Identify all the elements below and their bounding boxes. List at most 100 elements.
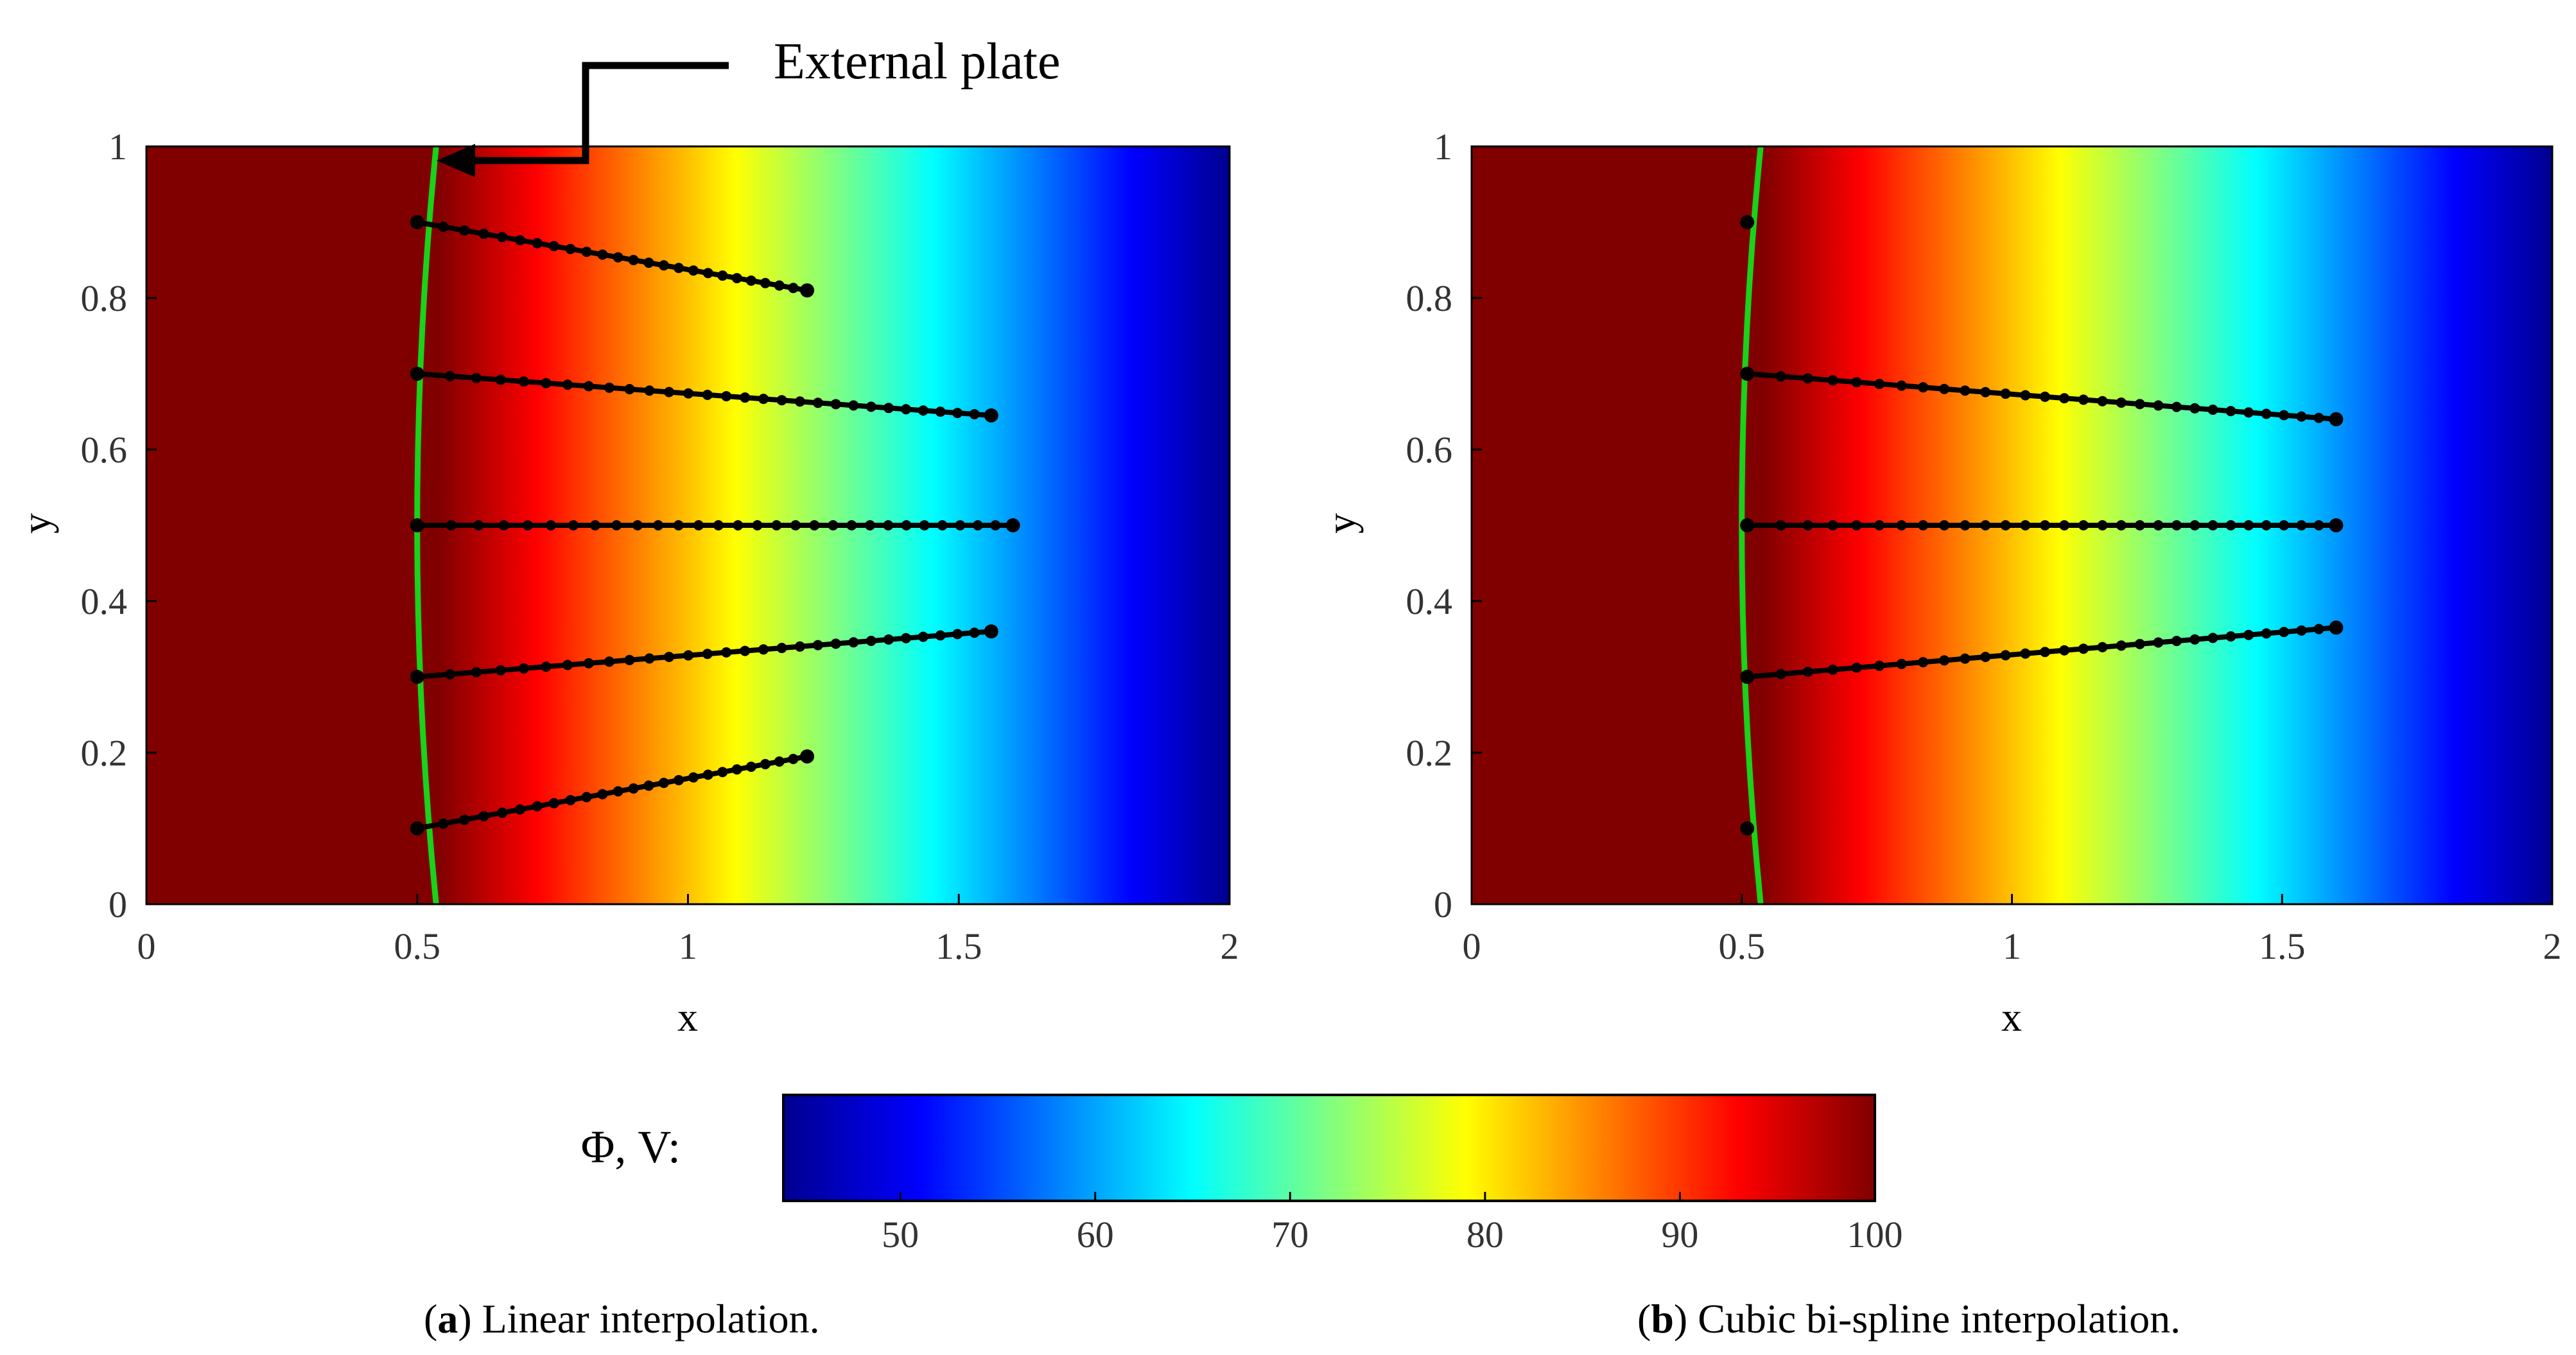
probe-point [702,769,713,780]
probe-point [1827,375,1838,386]
probe-point [693,520,704,530]
probe-point [702,389,713,400]
probe-point [2000,520,2011,530]
probe-point [444,669,455,679]
probe-point [2116,640,2127,651]
probe-point [495,665,506,676]
probe-point [2207,633,2218,643]
probe-point [883,403,894,414]
probe-point [2116,397,2127,408]
probe-point [673,520,684,530]
probe-point [548,241,559,252]
probe-point [532,238,543,249]
probe-point [410,367,424,381]
probe-point [444,371,455,381]
colorbar-tick-label: 50 [882,1214,919,1255]
probe-point [2243,520,2254,530]
probe-point [565,794,576,805]
probe-point [438,222,449,232]
probe-point [800,749,815,764]
plate-region [146,146,437,904]
probe-point [1918,382,1929,393]
probe-point [2078,643,2089,654]
probe-point [1918,520,1929,530]
probe-point [1960,653,1971,664]
probe-point [776,643,787,654]
probe-point [2171,520,2182,530]
probe-point [918,405,928,416]
probe-point [812,640,823,651]
probe-point [1775,371,1786,382]
probe-point [1827,520,1838,530]
probe-point [2020,648,2031,659]
probe-point [731,273,742,284]
probe-point [1896,380,1907,391]
panel-b: 0 0.5 1 1.5 2 0 0.2 0.4 0.6 0.8 1 x y (b) Cubic bi… [1318,126,2562,1342]
probe-point [790,520,801,530]
probe-point [919,520,930,530]
probe-point [1980,651,1991,662]
probe-point [969,627,980,638]
probe-point [611,520,622,530]
probe-point [2097,396,2108,406]
probe-point [459,225,470,236]
probe-point [2189,634,2200,645]
probe-point [1851,377,1862,388]
colorbar-tick-label: 90 [1661,1214,1698,1255]
probe-point [2313,624,2324,634]
probe-point [809,520,820,530]
probe-point [624,654,635,665]
probe-point [1775,520,1786,530]
probe-point [846,520,857,530]
y-tick-label: 0.2 [1406,732,1453,774]
probe-point [702,268,713,279]
caption-b-text: ) Cubic bi-spline interpolation. [1674,1296,2180,1342]
probe-point [990,520,1001,530]
probe-point [758,644,769,655]
probe-point [532,801,543,812]
probe-point [683,388,694,399]
plot-area-b: 0 0.5 1 1.5 2 0 0.2 0.4 0.6 0.8 1 [1406,126,2562,967]
probe-point [658,778,669,789]
probe-point [1939,383,1950,394]
probe-point [2000,389,2011,399]
probe-point [984,624,998,639]
x-tick-label: 0 [137,925,156,967]
y-tick-label: 0.4 [1406,581,1453,622]
probe-point [471,667,482,678]
y-tick-label: 0.6 [81,429,128,471]
probe-point [2116,520,2127,530]
plate-region [1472,146,1761,904]
probe-point [548,798,559,809]
probe-point [745,275,756,286]
probe-point [497,807,508,818]
probe-point [498,520,509,530]
probe-point [937,520,948,530]
probe-point [984,408,998,423]
probe-point [848,637,859,648]
probe-point [2134,520,2145,530]
probe-point [812,398,823,408]
probe-point [683,650,694,661]
probe-point [471,372,482,383]
probe-point [568,520,579,530]
probe-point [901,520,912,530]
probe-point [495,374,506,385]
probe-point [2078,520,2089,530]
x-tick-label: 0.5 [394,925,441,967]
annotation-arrowhead [437,144,475,177]
probe-point [410,670,424,684]
probe-point [1918,657,1929,668]
y-tick-label: 0.8 [1406,277,1453,319]
probe-point [613,252,623,263]
probe-point [1005,518,1020,532]
probe-point [2134,399,2145,410]
probe-point [1960,385,1971,396]
probe-point [597,789,608,800]
probe-point [628,254,639,265]
probe-point [1740,670,1755,684]
probe-point [459,814,470,825]
probe-point [2171,401,2182,412]
probe-point [774,756,785,767]
y-tick-label: 1 [109,126,127,168]
